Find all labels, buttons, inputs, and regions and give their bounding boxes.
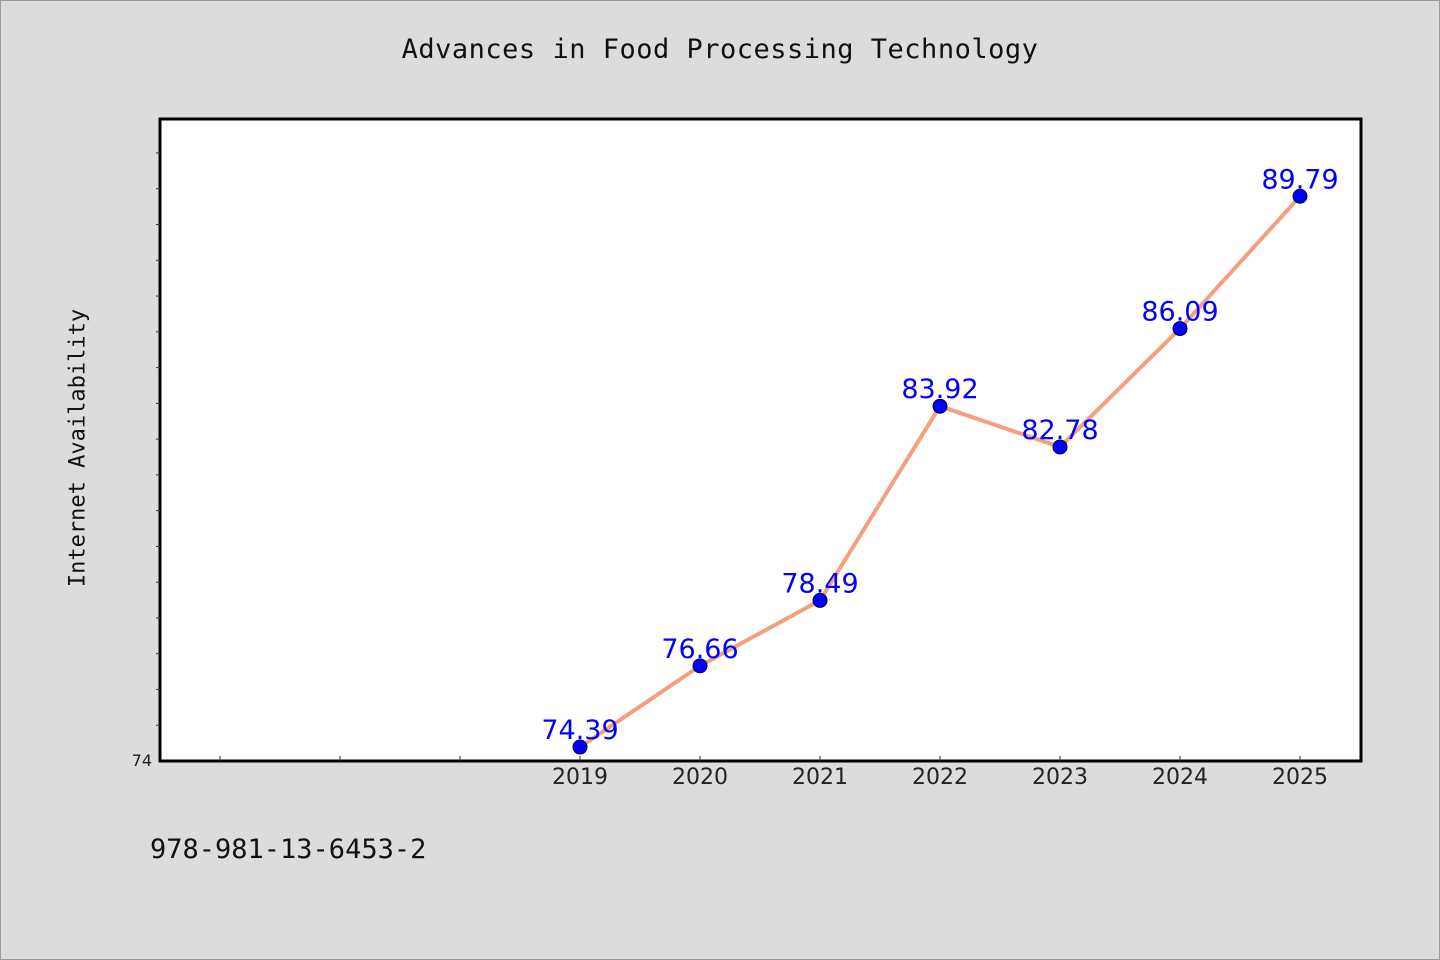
y-axis-ticks (156, 152, 160, 726)
plot-area (158, 117, 1363, 763)
data-point (1052, 439, 1068, 455)
data-point (812, 592, 828, 608)
series-markers (572, 188, 1308, 755)
isbn-text: 978-981-13-6453-2 (150, 834, 427, 865)
data-point (572, 739, 588, 755)
x-tick-label: 2022 (912, 765, 968, 790)
x-tick-label: 2025 (1272, 765, 1328, 790)
data-label: 86.09 (1141, 297, 1218, 328)
x-tick-label: 2023 (1032, 765, 1088, 790)
data-point (692, 658, 708, 674)
data-labels: 74.39 76.66 78.49 83.92 82.78 86.09 89.79 (541, 164, 1338, 746)
data-point (1292, 188, 1308, 204)
x-tick-label: 2020 (672, 765, 728, 790)
data-label: 74.39 (541, 715, 618, 746)
data-label: 89.79 (1261, 164, 1338, 195)
y-min-tick-label: 74 (132, 751, 152, 770)
data-label: 83.92 (901, 374, 978, 405)
chart-title: Advances in Food Processing Technology (401, 34, 1039, 65)
data-label: 76.66 (661, 634, 738, 665)
data-label: 82.78 (1021, 415, 1098, 446)
x-tick-label: 2024 (1152, 765, 1208, 790)
data-point (1172, 321, 1188, 337)
x-tick-label: 2019 (552, 765, 608, 790)
x-axis-ticks: 2019 2020 2021 2022 2023 2024 2025 (219, 756, 1328, 790)
data-point (932, 398, 948, 414)
x-tick-label: 2021 (792, 765, 848, 790)
data-label: 78.49 (781, 568, 858, 599)
